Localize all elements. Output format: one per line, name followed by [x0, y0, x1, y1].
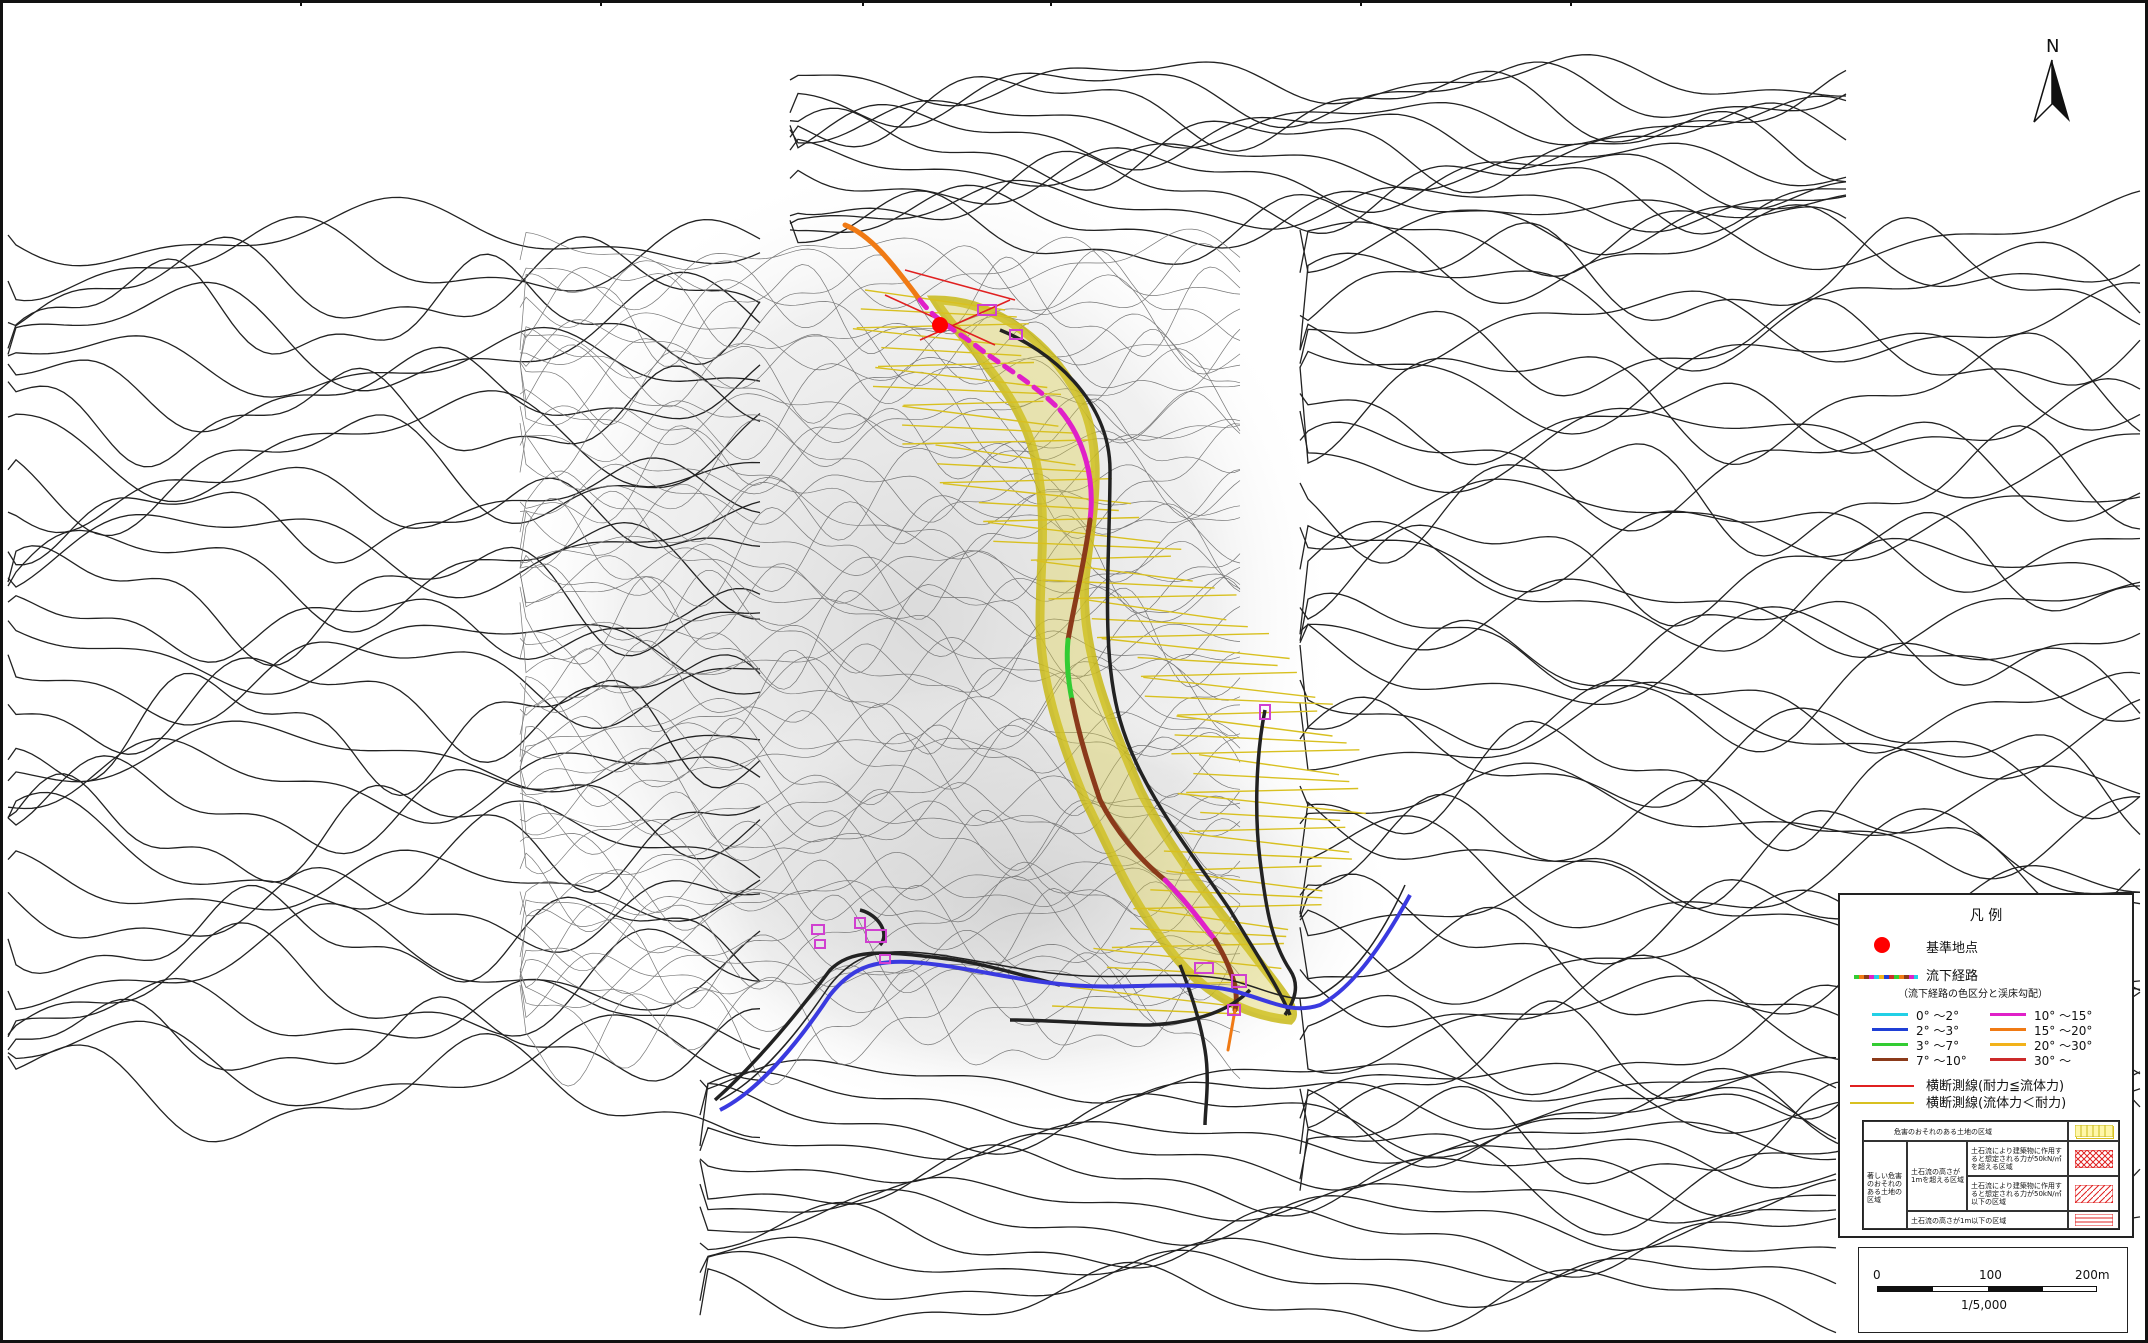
- cross-section-safe-sample: [1850, 1102, 1914, 1104]
- scale-bar-outline: [1877, 1286, 2097, 1292]
- legend-reference-point-label: 基準地点: [1926, 941, 1979, 956]
- hazard-left-group-cell: 著しい危害のおそれのある土地の区域: [1863, 1141, 1907, 1229]
- hazard-mid-cell: 土石流の高さが1mを超える区域: [1907, 1141, 1967, 1211]
- hazard-row3-cell: 土石流の高さが1m以下の区域: [1907, 1211, 2068, 1229]
- scale-ratio: 1/5,000: [1961, 1298, 2008, 1312]
- flow-path: [842, 222, 1239, 1052]
- flow-path-segment-10-15: [1057, 407, 1094, 523]
- hazard-left-group-text: 著しい危害のおそれのある土地の区域: [1867, 1172, 1902, 1204]
- slope-class-swatch: [1872, 1058, 1908, 1061]
- flow-path-segment-7-10: [1065, 517, 1093, 643]
- legend-flow-path-label: 流下経路: [1926, 969, 1979, 984]
- hazard-swatch-red-cross: [2068, 1141, 2119, 1176]
- hazard-row2-cell: 土石流により建築物に作用すると想定される力が50kN/㎡以下の区域: [1967, 1176, 2068, 1211]
- scale-tick-100: 100: [1979, 1268, 2002, 1282]
- slope-class-label: 10° ～15°: [2034, 1009, 2093, 1023]
- river-bank: [719, 884, 1406, 1101]
- title-block-divider: [1360, 0, 1362, 6]
- title-block-divider: [862, 0, 864, 6]
- hazard-row1-text: 土石流により建築物に作用すると想定される力が50kN/㎡を超える区域: [1971, 1147, 2062, 1171]
- slope-class-label: 15° ～20°: [2034, 1024, 2093, 1038]
- fine-contour-lines: [519, 228, 1241, 1087]
- slope-class-label: 0° ～2°: [1916, 1009, 1960, 1023]
- hazard-row2-text: 土石流により建築物に作用すると想定される力が50kN/㎡以下の区域: [1971, 1182, 2062, 1206]
- flow-path-segment-10-15: [917, 297, 1063, 413]
- slope-class-swatch: [1990, 1043, 2026, 1046]
- title-block-divider: [300, 0, 302, 6]
- legend-cross-section-safe-label: 横断測線(流体力＜耐力): [1926, 1096, 2067, 1111]
- buildings: [811, 304, 1271, 1016]
- hazard-swatch-red-hatch: [2068, 1176, 2119, 1211]
- reference-point-marker[interactable]: [932, 317, 948, 333]
- slope-class-swatch: [1990, 1013, 2026, 1016]
- slope-class-swatch: [1872, 1013, 1908, 1016]
- flow-path-segment-15-20: [842, 222, 923, 303]
- slope-class-label: 7° ～10°: [1916, 1054, 1967, 1068]
- hazard-row1-cell: 土石流により建築物に作用すると想定される力が50kN/㎡を超える区域: [1967, 1141, 2068, 1176]
- title-block-strip: [0, 0, 2148, 6]
- north-arrow-label: N: [2046, 36, 2060, 57]
- title-block-divider: [1050, 0, 1052, 6]
- slope-class-label: 2° ～3°: [1916, 1024, 1960, 1038]
- slope-class-swatch: [1872, 1028, 1908, 1031]
- title-block-divider: [600, 0, 602, 6]
- hazard-header-cell: 危害のおそれのある土地の区域: [1863, 1121, 2068, 1141]
- legend-title: 凡 例: [1969, 908, 2003, 924]
- river: [719, 894, 1412, 1112]
- flow-path-segment-10-15: [1162, 877, 1218, 943]
- north-arrow-icon: [2033, 59, 2070, 123]
- hazard-row3-text: 土石流の高さが1m以下の区域: [1911, 1217, 2007, 1225]
- legend-cross-section-exceed-label: 横断測線(耐力≦流体力): [1926, 1079, 2065, 1094]
- flow-path-segment-15-20: [1226, 1008, 1237, 1052]
- legend-flow-path-sublabel: （流下経路の色区分と渓床勾配）: [1898, 989, 2048, 1000]
- hazard-header-text: 危害のおそれのある土地の区域: [1894, 1128, 1992, 1136]
- slope-class-swatch: [1990, 1058, 2026, 1061]
- scale-tick-200: 200m: [2075, 1268, 2110, 1282]
- flow-path-segment-7-10: [1069, 697, 1103, 803]
- hazard-mid-text: 土石流の高さが1mを超える区域: [1911, 1168, 1965, 1184]
- flow-path-segment-3-7: [1064, 637, 1075, 703]
- slope-class-swatch: [1872, 1043, 1908, 1046]
- scale-bar: 0 100 200m 1/5,000: [1858, 1247, 2128, 1333]
- scale-tick-0: 0: [1873, 1268, 1881, 1282]
- legend-panel: 凡 例 基準地点 流下経路 （流下経路の色区分と渓床勾配） 0° ～2° 2° ～…: [1838, 893, 2134, 1238]
- slope-class-label: 20° ～30°: [2034, 1039, 2093, 1053]
- flow-path-sample-line: [1854, 975, 1918, 979]
- slope-class-swatch: [1990, 1028, 2026, 1031]
- contour-lines: [7, 54, 2141, 1334]
- hazard-swatch-red-lines: [2068, 1211, 2119, 1229]
- slope-class-label: 30° ～: [2034, 1054, 2072, 1068]
- north-arrow: N: [2030, 36, 2086, 126]
- hazard-zone-table: 危害のおそれのある土地の区域 著しい危害のおそれのある土地の区域 土石流の高さが…: [1862, 1120, 2120, 1230]
- unmapped-area: [6, 6, 786, 228]
- flow-path-segment-7-10: [1097, 797, 1168, 883]
- title-block-divider: [1570, 0, 1572, 6]
- cross-section-exceed-sample: [1850, 1085, 1914, 1087]
- hazard-swatch-yellow: [2068, 1121, 2119, 1141]
- slope-class-label: 3° ～7°: [1916, 1039, 1960, 1053]
- reference-point-icon: [1874, 937, 1890, 953]
